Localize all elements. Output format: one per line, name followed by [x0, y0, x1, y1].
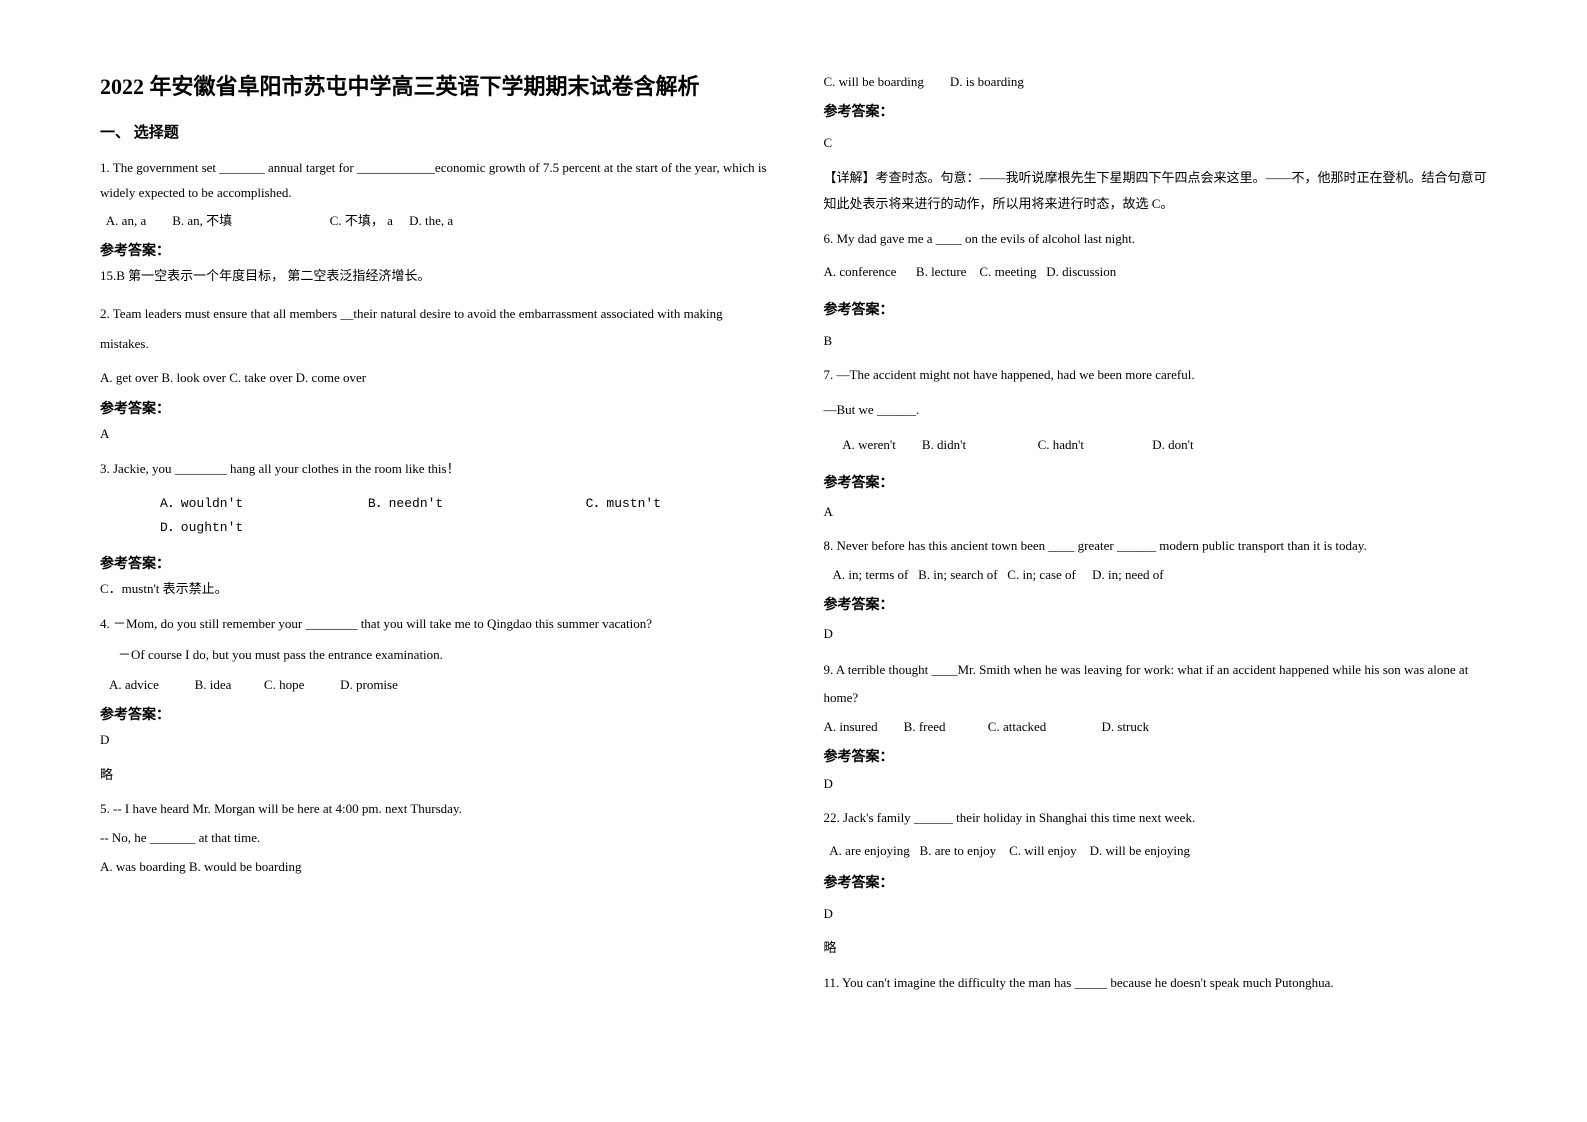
- question-4-stem-b: －Of course I do, but you must pass the e…: [100, 643, 774, 668]
- question-7-options: A. weren't B. didn't C. hadn't D. don't: [824, 433, 1498, 458]
- question-7-answer: A: [824, 500, 1498, 525]
- question-1-answer: 15.B 第一空表示一个年度目标， 第二空表泛指经济增长。: [100, 264, 774, 289]
- answer-label: 参考答案：: [100, 553, 774, 573]
- question-6-stem: 6. My dad gave me a ____ on the evils of…: [824, 227, 1498, 252]
- question-9-stem: 9. A terrible thought ____Mr. Smith when…: [824, 656, 1498, 711]
- question-5-answer-1: C: [824, 131, 1498, 156]
- question-5-stem-a: 5. -- I have heard Mr. Morgan will be he…: [100, 797, 774, 822]
- answer-label: 参考答案：: [100, 398, 774, 418]
- answer-label: 参考答案：: [824, 472, 1498, 492]
- question-5-options-b: C. will be boarding D. is boarding: [824, 70, 1498, 95]
- question-3-options-row1: A．wouldn't B．needn't C．mustn't: [100, 486, 774, 517]
- question-10-options: A. are enjoying B. are to enjoy C. will …: [824, 839, 1498, 864]
- question-9-answer: D: [824, 772, 1498, 797]
- q3-opt-d: D．oughtn't: [160, 516, 243, 541]
- question-11-stem: 11. You can't imagine the difficulty the…: [824, 971, 1498, 996]
- question-4-answer-2: 略: [100, 763, 774, 788]
- question-10-answer: D: [824, 902, 1498, 927]
- answer-label: 参考答案：: [100, 240, 774, 260]
- question-2-stem: 2. Team leaders must ensure that all mem…: [100, 299, 774, 359]
- question-8-answer: D: [824, 622, 1498, 647]
- question-8-options: A. in; terms of B. in; search of C. in; …: [824, 563, 1498, 588]
- question-10-answer-2: 略: [824, 936, 1498, 961]
- left-column: 2022 年安徽省阜阳市苏屯中学高三英语下学期期末试卷含解析 一、 选择题 1.…: [100, 70, 774, 1000]
- answer-label: 参考答案：: [824, 101, 1498, 121]
- question-5-stem-b: -- No, he _______ at that time.: [100, 826, 774, 851]
- question-10-stem: 22. Jack's family ______ their holiday i…: [824, 806, 1498, 831]
- question-2-options: A. get over B. look over C. take over D.…: [100, 363, 774, 393]
- question-1-options: A. an, a B. an, 不填 C. 不填， a D. the, a: [100, 209, 774, 234]
- q3-opt-b: B．needn't: [368, 492, 578, 517]
- question-2-answer: A: [100, 422, 774, 447]
- answer-label: 参考答案：: [824, 872, 1498, 892]
- answer-label: 参考答案：: [824, 746, 1498, 766]
- question-8-stem: 8. Never before has this ancient town be…: [824, 534, 1498, 559]
- q3-opt-a: A．wouldn't: [160, 492, 360, 517]
- question-1-stem: 1. The government set _______ annual tar…: [100, 156, 774, 205]
- exam-page: 2022 年安徽省阜阳市苏屯中学高三英语下学期期末试卷含解析 一、 选择题 1.…: [0, 0, 1587, 1030]
- section-heading: 一、 选择题: [100, 121, 774, 142]
- question-6-answer: B: [824, 329, 1498, 354]
- question-5-options-a: A. was boarding B. would be boarding: [100, 855, 774, 880]
- question-4-options: A. advice B. idea C. hope D. promise: [100, 673, 774, 698]
- question-4-stem-a: 4. －Mom, do you still remember your ____…: [100, 612, 774, 637]
- question-5-answer-2: 【详解】考查时态。句意：——我听说摩根先生下星期四下午四点会来这里。——不，他那…: [824, 165, 1498, 217]
- answer-label: 参考答案：: [824, 299, 1498, 319]
- question-4-answer: D: [100, 728, 774, 753]
- answer-label: 参考答案：: [824, 594, 1498, 614]
- page-title: 2022 年安徽省阜阳市苏屯中学高三英语下学期期末试卷含解析: [100, 70, 774, 103]
- right-column: C. will be boarding D. is boarding 参考答案：…: [824, 70, 1498, 1000]
- answer-label: 参考答案：: [100, 704, 774, 724]
- q3-opt-c: C．mustn't: [586, 492, 661, 517]
- question-6-options: A. conference B. lecture C. meeting D. d…: [824, 260, 1498, 285]
- question-3-options-row2: D．oughtn't: [100, 516, 774, 547]
- question-7-stem-a: 7. —The accident might not have happened…: [824, 363, 1498, 388]
- question-3-stem: 3. Jackie, you ________ hang all your cl…: [100, 457, 774, 482]
- question-3-answer: C．mustn't 表示禁止。: [100, 577, 774, 602]
- question-9-options: A. insured B. freed C. attacked D. struc…: [824, 715, 1498, 740]
- question-7-stem-b: —But we ______.: [824, 398, 1498, 423]
